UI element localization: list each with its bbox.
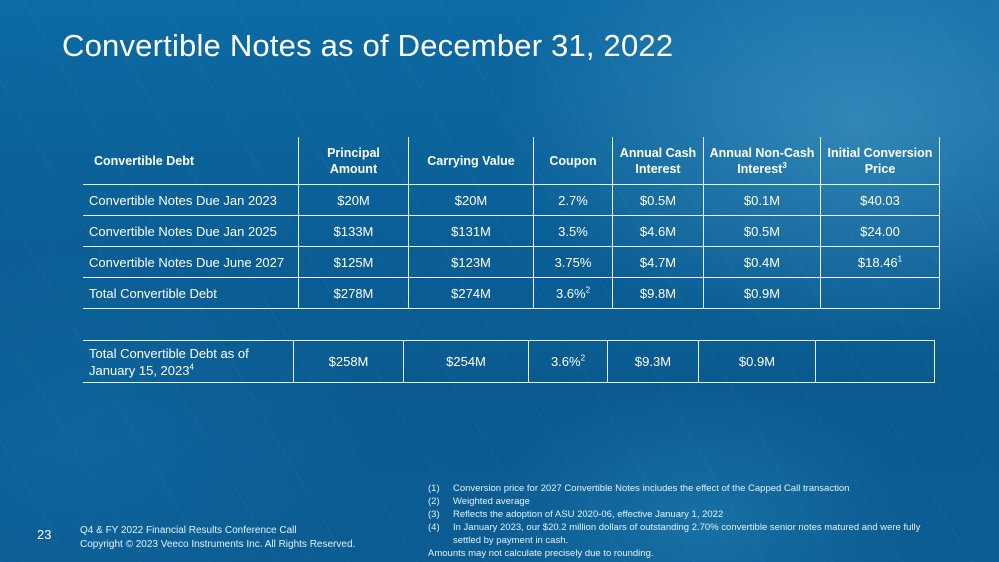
header-coupon: Coupon — [533, 137, 613, 185]
cell-carrying: $123M — [408, 246, 534, 278]
cell-coupon: 2.7% — [533, 184, 613, 216]
footnote-text: Conversion price for 2027 Convertible No… — [453, 483, 850, 494]
cell-noncash-interest: $0.5M — [703, 215, 821, 247]
table-row: Convertible Notes Due Jan 2025 $133M $131M… — [83, 215, 940, 247]
footnote-marker: 3 — [782, 160, 787, 170]
cell-principal: $125M — [298, 246, 409, 278]
rounding-note: Amounts may not calculate precisely due … — [428, 548, 654, 559]
cell-noncash-interest: $0.9M — [703, 277, 821, 309]
cell-conversion-price — [815, 340, 935, 383]
cell-coupon: 3.5% — [533, 215, 613, 247]
coupon-value: 3.6% — [550, 354, 581, 369]
cell-cash-interest: $4.6M — [612, 215, 704, 247]
footnote-marker: 1 — [897, 254, 903, 264]
cell-noncash-interest: $0.1M — [703, 184, 821, 216]
header-label: Annual Non-Cash Interest — [709, 145, 815, 176]
row-label: Total Convertible Debt — [83, 277, 299, 309]
table-row: Total Convertible Debt $278M $274M 3.6%2 $9.… — [83, 277, 940, 309]
cell-conversion-price: $24.00 — [820, 215, 940, 247]
cell-principal: $20M — [298, 184, 409, 216]
header-principal-amount: Principal Amount — [298, 137, 409, 185]
table-row: Convertible Notes Due June 2027 $125M $123… — [83, 246, 940, 278]
convertible-notes-table: Convertible Debt Principal Amount Carryi… — [83, 137, 940, 309]
row-label: Convertible Notes Due Jan 2025 — [83, 215, 299, 247]
footnote-text: Weighted average — [453, 496, 530, 507]
footnote-text: Reflects the adoption of ASU 2020-06, ef… — [453, 509, 724, 520]
cell-coupon-value: 3.75% — [554, 254, 592, 270]
cell-conversion-price-value: $40.03 — [860, 192, 900, 208]
cell-principal: $278M — [298, 277, 409, 309]
footer-copyright: Copyright © 2023 Veeco Instruments Inc. … — [80, 539, 356, 550]
header-initial-conversion-price: Initial Conversion Price — [820, 137, 940, 185]
cell-coupon: 3.75% — [533, 246, 613, 278]
footnote-item: (2) Weighted average — [428, 495, 923, 508]
footnote-marker: 2 — [580, 353, 586, 363]
row-label: Total Convertible Debt as of January 15,… — [83, 340, 294, 383]
cell-cash-interest: $0.5M — [612, 184, 704, 216]
footnote-item: (3) Reflects the adoption of ASU 2020-06,… — [428, 508, 923, 521]
cell-carrying: $274M — [408, 277, 534, 309]
page-number: 23 — [37, 527, 52, 542]
footer-text: Q4 & FY 2022 Financial Results Conferenc… — [80, 524, 355, 552]
footnote-number: (3) — [428, 509, 440, 520]
cell-principal: $133M — [298, 215, 409, 247]
cell-conversion-price: $18.461 — [820, 246, 940, 278]
table-header-row: Convertible Debt Principal Amount Carryi… — [83, 137, 940, 185]
footnote-text: In January 2023, our $20.2 million dolla… — [453, 522, 921, 546]
cell-conversion-price-value: $24.00 — [860, 223, 900, 239]
header-carrying-value: Carrying Value — [408, 137, 534, 185]
cell-coupon-value: 3.6% — [555, 285, 586, 301]
footnote-item: (1) Conversion price for 2027 Convertible… — [428, 482, 923, 495]
header-convertible-debt: Convertible Debt — [83, 137, 299, 185]
footnote-marker: 2 — [585, 285, 591, 295]
post-maturity-table: Total Convertible Debt as of January 15,… — [83, 340, 935, 383]
footnote-marker: 4 — [189, 362, 194, 372]
cell-coupon: 3.6%2 — [533, 277, 613, 309]
cell-cash-interest: $9.8M — [612, 277, 704, 309]
cell-conversion-price-value: $18.46 — [857, 254, 898, 270]
footer-event: Q4 & FY 2022 Financial Results Conferenc… — [80, 525, 297, 536]
footnote-number: (4) — [428, 522, 440, 533]
slide-title: Convertible Notes as of December 31, 202… — [62, 28, 674, 63]
header-annual-cash-interest: Annual Cash Interest — [612, 137, 704, 185]
footnote-number: (1) — [428, 483, 440, 494]
cell-conversion-price — [820, 277, 940, 309]
cell-noncash-interest: $0.4M — [703, 246, 821, 278]
header-annual-non-cash-interest: Annual Non-Cash Interest3 — [703, 137, 821, 185]
cell-coupon: 3.6%2 — [528, 340, 608, 383]
footnotes: (1) Conversion price for 2027 Convertible… — [428, 482, 923, 560]
cell-cash-interest: $4.7M — [612, 246, 704, 278]
cell-noncash-interest: $0.9M — [698, 340, 816, 383]
cell-carrying: $254M — [403, 340, 529, 383]
table-row: Total Convertible Debt as of January 15,… — [83, 340, 935, 383]
cell-cash-interest: $9.3M — [607, 340, 699, 383]
cell-coupon-value: 3.5% — [558, 223, 588, 239]
cell-carrying: $131M — [408, 215, 534, 247]
cell-coupon-value: 2.7% — [558, 192, 588, 208]
footnote-item: (4) In January 2023, our $20.2 million do… — [428, 521, 923, 547]
row-label-text: Total Convertible Debt as of January 15,… — [89, 345, 249, 378]
cell-carrying: $20M — [408, 184, 534, 216]
cell-principal: $258M — [293, 340, 404, 383]
footnote-number: (2) — [428, 496, 440, 507]
table-row: Convertible Notes Due Jan 2023 $20M $20M 2.… — [83, 184, 940, 216]
row-label: Convertible Notes Due June 2027 — [83, 246, 299, 278]
row-label: Convertible Notes Due Jan 2023 — [83, 184, 299, 216]
cell-conversion-price: $40.03 — [820, 184, 940, 216]
